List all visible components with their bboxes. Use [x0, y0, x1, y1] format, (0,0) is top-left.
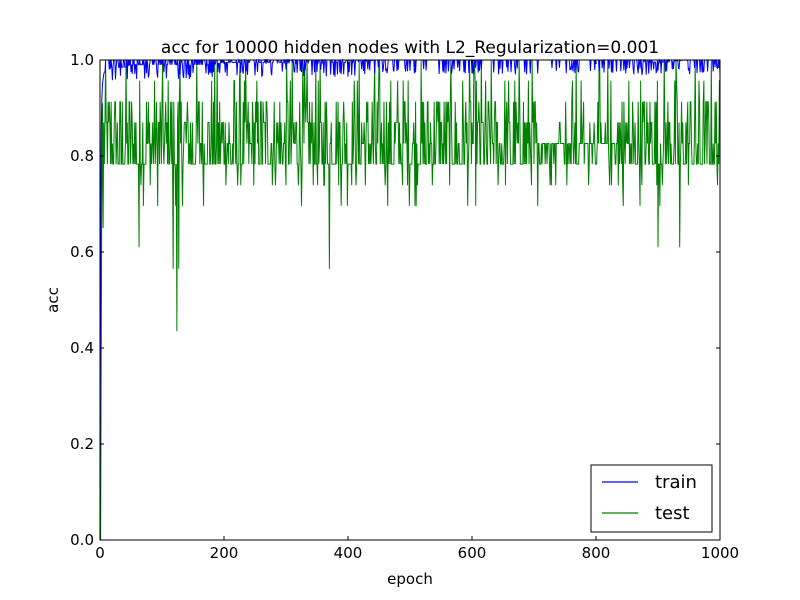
- x-tick-label: 400: [334, 544, 363, 562]
- y-tick-label: 0.0: [70, 531, 94, 549]
- x-tick-label: 800: [582, 544, 611, 562]
- y-axis-ticks: 0.0 0.2 0.4 0.6 0.8 1.0: [70, 51, 720, 549]
- series-line-test: [100, 59, 720, 541]
- x-tick-label: 200: [210, 544, 239, 562]
- y-tick-label: 0.6: [70, 243, 94, 261]
- y-tick-label: 1.0: [70, 51, 94, 69]
- legend-train-label: train: [655, 472, 697, 493]
- x-axis-label: epoch: [387, 570, 433, 588]
- x-axis-ticks: 0 200 400 600 800 1000: [95, 60, 739, 562]
- plot-frame: [99, 59, 721, 541]
- plot-area: [100, 60, 720, 540]
- y-tick-label: 0.4: [70, 339, 94, 357]
- legend: train test: [590, 464, 713, 533]
- y-tick-label: 0.2: [70, 435, 94, 453]
- legend-test-label: test: [655, 503, 690, 524]
- y-axis-label: acc: [44, 287, 62, 313]
- y-tick-label: 0.8: [70, 147, 94, 165]
- x-tick-label: 600: [458, 544, 487, 562]
- x-tick-label: 0: [95, 544, 105, 562]
- x-tick-label: 1000: [701, 544, 739, 562]
- chart-title: acc for 10000 hidden nodes with L2_Regul…: [161, 38, 659, 58]
- legend-box: [590, 464, 713, 533]
